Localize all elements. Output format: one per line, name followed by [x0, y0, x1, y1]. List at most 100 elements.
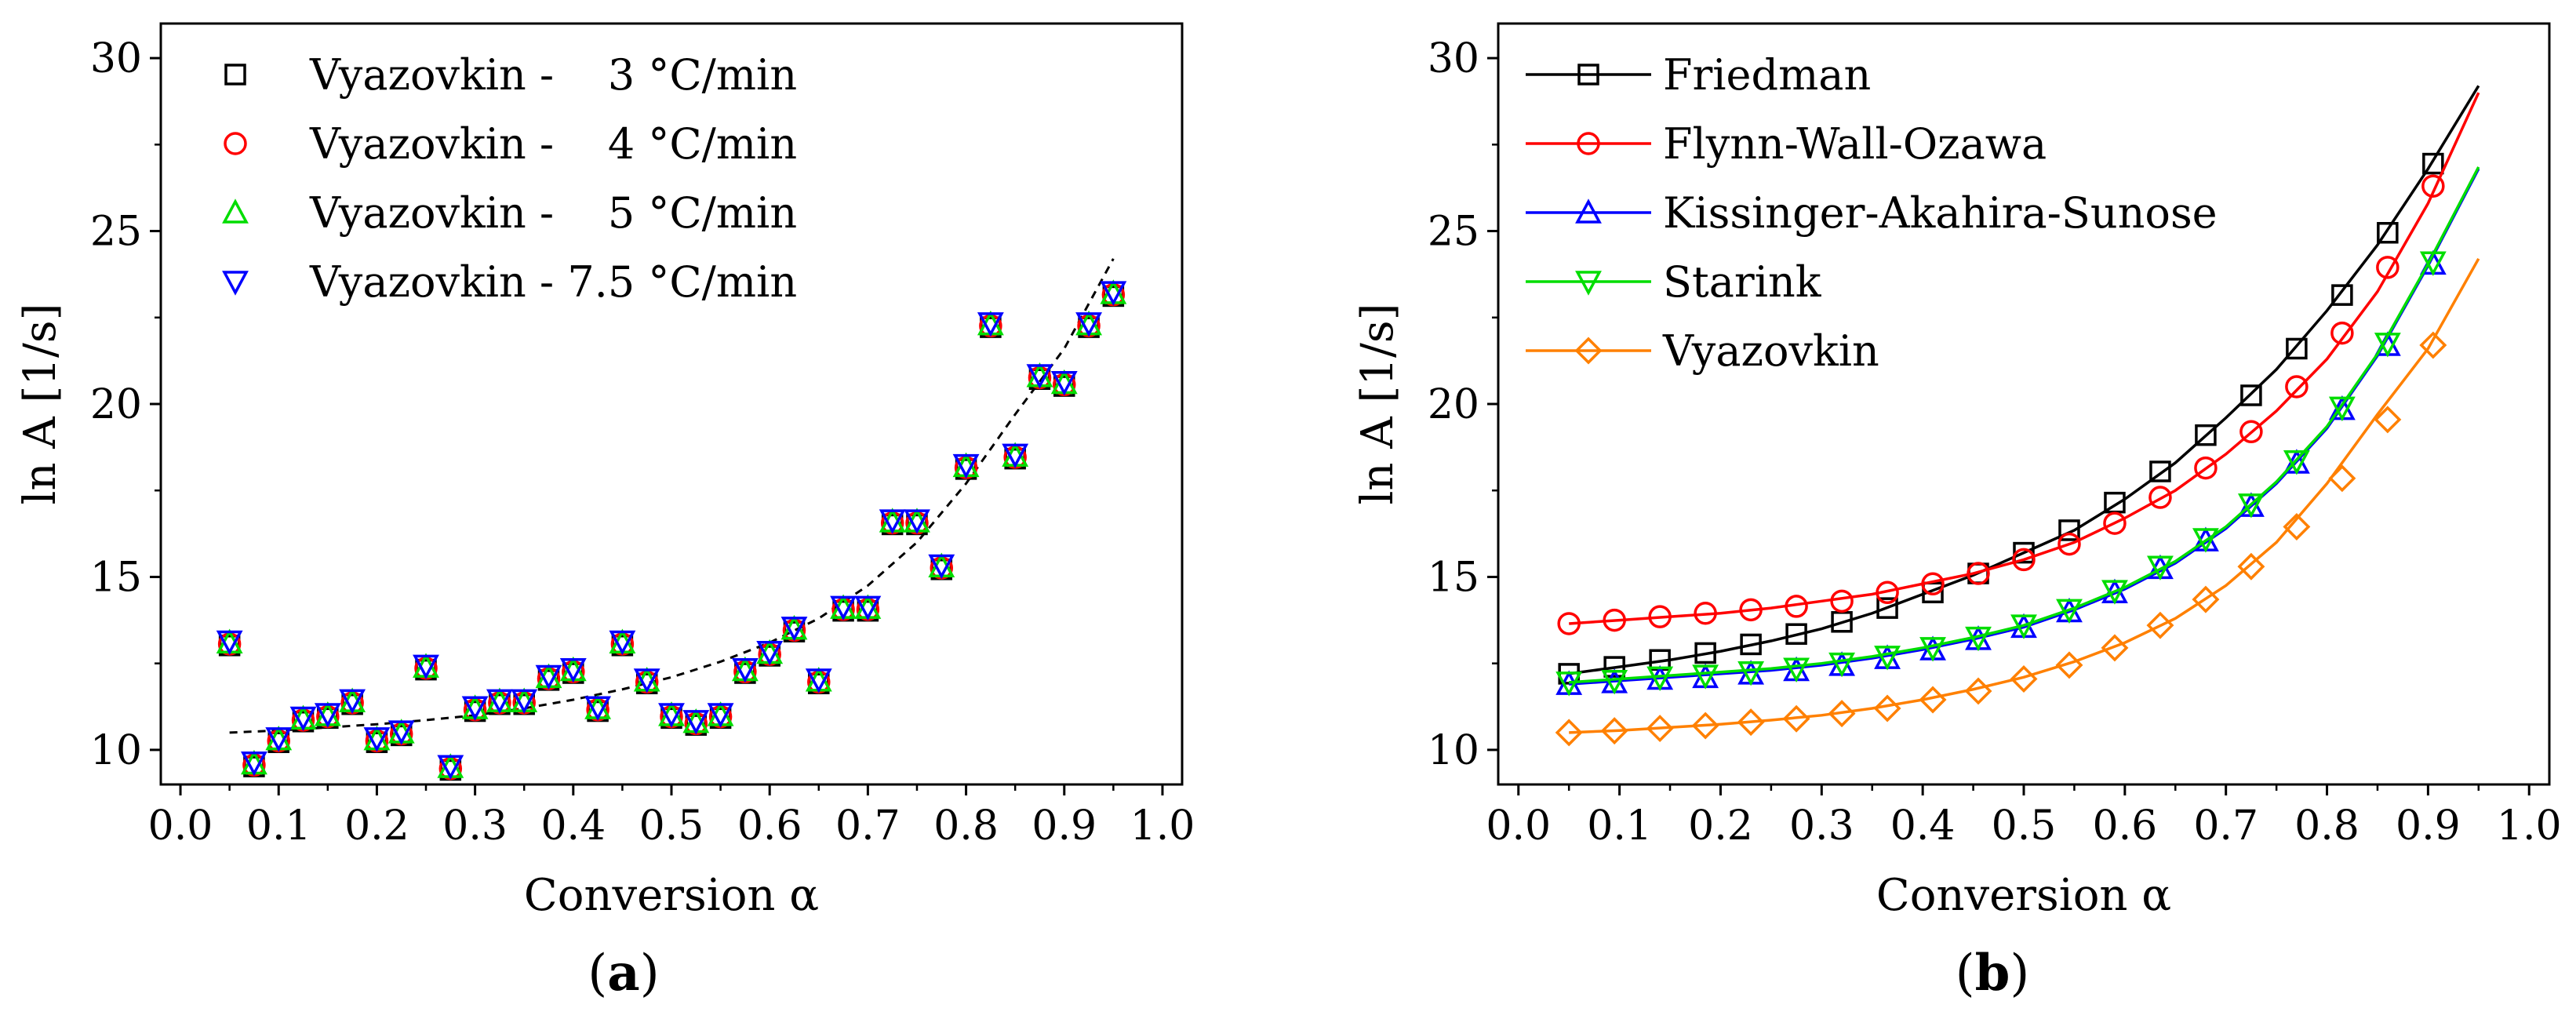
data-point [830, 595, 857, 621]
data-point [2149, 460, 2171, 482]
x-tick-label: 0.4 [1890, 803, 1956, 850]
data-point [1967, 562, 1990, 585]
data-point [1555, 672, 1583, 697]
data-point [2374, 333, 2401, 358]
data-point [461, 696, 489, 721]
data-point [2376, 256, 2400, 279]
data-point [2192, 585, 2220, 613]
data-point [265, 727, 293, 752]
y-tick-label: 10 [90, 727, 142, 774]
data-point [1965, 626, 1992, 652]
series-line [1569, 168, 2480, 686]
data-point [2147, 555, 2174, 581]
legend: Vyazovkin - 3 °C/min Vyazovkin - 4 °C/min… [222, 50, 797, 307]
series-4 [216, 281, 1127, 780]
data-point [2240, 384, 2262, 406]
legend-marker [1574, 337, 1603, 365]
legend-marker [1575, 271, 1602, 296]
data-point [2055, 651, 2083, 679]
data-point [1002, 443, 1029, 469]
y-tick-label: 25 [1428, 209, 1479, 256]
panel-a: 0.0 0.1 0.2 0.3 0.4 0.5 0.6 0.7 0.8 0.9 1.0 10 15 20 2… [15, 22, 1195, 1003]
data-point [756, 640, 784, 666]
data-point [535, 664, 562, 690]
legend-item: Flynn-Wall-Ozawa [1526, 119, 2047, 169]
caption-close: ) [640, 944, 660, 1003]
data-point [928, 554, 955, 580]
data-point [2283, 513, 2311, 540]
x-tick-label: 0.5 [1992, 803, 2057, 850]
y-tick-label: 25 [90, 209, 142, 256]
data-point [1876, 597, 1898, 619]
data-point [2012, 548, 2036, 572]
data-point [1692, 664, 1719, 690]
x-axis-title: Conversion α [524, 870, 819, 921]
x-tick-label: 1.0 [1130, 803, 1195, 850]
legend-item: Vyazovkin - 5 °C/min [222, 188, 797, 238]
legend-marker [224, 64, 246, 86]
x-tick-label: 0.7 [835, 803, 901, 850]
series-line [1568, 85, 2480, 675]
data-point [339, 689, 366, 715]
caption-open: ( [588, 944, 607, 1003]
data-point [437, 755, 464, 780]
x-tick-label: 1.0 [2497, 803, 2562, 850]
legend-marker [224, 132, 247, 155]
y-tick-label: 30 [1428, 35, 1479, 82]
data-point [1648, 605, 1672, 628]
data-point [952, 453, 980, 479]
data-point [1737, 708, 1765, 737]
legend-item: Vyazovkin - 3 °C/min [224, 50, 797, 100]
caption-close: ) [2010, 944, 2029, 1003]
data-point [413, 654, 439, 680]
series-line [1569, 92, 2480, 625]
y-tick-label: 15 [1428, 554, 1479, 601]
data-point [805, 668, 832, 693]
data-point [2194, 456, 2218, 480]
data-point [731, 657, 759, 683]
series-3 [216, 279, 1127, 778]
data-point [1830, 589, 1854, 613]
data-point [854, 595, 882, 621]
data-point [1646, 715, 1674, 743]
data-point [609, 630, 636, 656]
data-point [2377, 222, 2399, 244]
y-tick-label: 10 [1428, 727, 1479, 774]
data-point [1691, 712, 1719, 740]
data-point [2013, 541, 2035, 564]
legend-label: Flynn-Wall-Ozawa [1663, 119, 2047, 169]
data-point [1557, 612, 1581, 635]
data-point [387, 720, 415, 745]
legend-label: Kissinger-Akahira-Sunose [1663, 188, 2218, 238]
data-point [2330, 321, 2354, 345]
x-tick-label: 0.5 [639, 803, 704, 850]
data-point [2285, 375, 2309, 399]
data-point [879, 509, 906, 534]
data-point [1964, 677, 1992, 705]
data-point [904, 509, 930, 534]
y-tick-label: 20 [1428, 381, 1479, 428]
caption-letter: b [1975, 944, 2010, 1003]
series-5 [1555, 257, 2480, 747]
caption-letter: a [607, 944, 639, 1003]
data-point [1783, 657, 1810, 682]
series-line [1569, 257, 2480, 734]
legend-label: Vyazovkin [1662, 326, 1879, 376]
data-point [2101, 634, 2129, 662]
panel-b: 0.0 0.1 0.2 0.3 0.4 0.5 0.6 0.7 0.8 0.9 1.0 10 15 20 2… [1352, 22, 2562, 1003]
series-line [1569, 166, 2480, 684]
y-tick-label: 15 [90, 554, 142, 601]
data-point [289, 706, 317, 732]
data-point [1603, 608, 1626, 632]
legend-item: Kissinger-Akahira-Sunose [1526, 188, 2218, 238]
data-point [658, 703, 685, 728]
data-point [1601, 669, 1628, 695]
data-point [1876, 581, 1899, 605]
data-point [2146, 611, 2174, 639]
data-point [2058, 519, 2080, 541]
x-tick-label: 0.7 [2193, 803, 2258, 850]
data-point [1874, 646, 1901, 671]
x-tick-label: 0.9 [2396, 803, 2461, 850]
data-point [511, 689, 538, 715]
legend-marker [222, 271, 249, 296]
